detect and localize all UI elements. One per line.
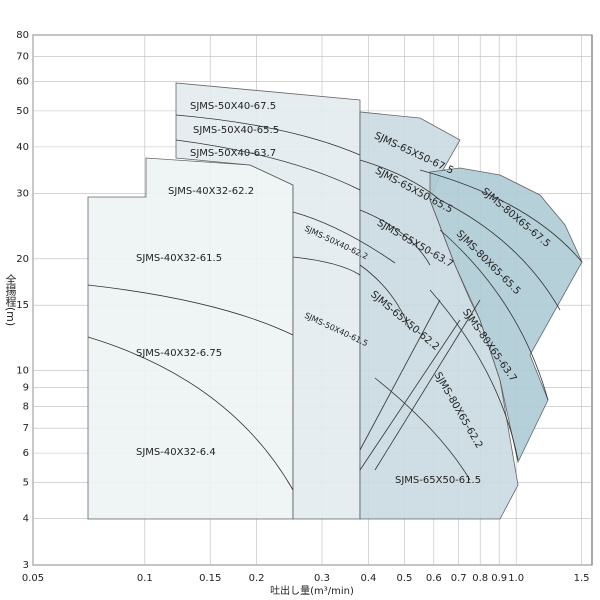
y-tick-label: 50 — [16, 106, 29, 117]
y-tick-label: 15 — [16, 300, 29, 311]
y-tick-label: 5 — [23, 478, 29, 489]
x-tick-label: 1.0 — [508, 573, 524, 584]
curve — [439, 199, 561, 311]
model-label: SJMS-50X40-63.7 — [190, 148, 276, 159]
x-tick-label: 0.8 — [472, 573, 488, 584]
y-tick-label: 30 — [16, 188, 29, 199]
curve — [359, 299, 441, 451]
curve — [175, 114, 361, 156]
model-label: SJMS-40X32-6.75 — [136, 348, 222, 359]
region-40x32 — [87, 157, 294, 520]
x-tick-label: 1.5 — [574, 573, 590, 584]
region-80x65 — [429, 167, 583, 464]
y-tick-label: 70 — [16, 52, 29, 63]
curve — [359, 209, 431, 266]
curve — [87, 284, 294, 336]
curves — [87, 114, 583, 491]
y-tick-label: 8 — [23, 402, 29, 413]
x-tick-label: 0.9 — [491, 573, 507, 584]
x-tick-label: 0.4 — [360, 573, 376, 584]
model-label: SJMS-40X32-61.5 — [136, 253, 222, 264]
x-tick-label: 0.6 — [426, 573, 442, 584]
curve — [87, 336, 294, 491]
curve — [374, 377, 471, 481]
region-50x40 — [175, 82, 361, 520]
curve — [175, 139, 361, 191]
curve — [359, 264, 411, 331]
y-tick-label: 3 — [23, 560, 29, 571]
curve — [292, 211, 396, 264]
model-label: SJMS-50X40-67.5 — [190, 101, 276, 112]
curve — [429, 289, 519, 461]
y-axis-label: 全揚程(m) — [4, 273, 17, 327]
model-label: SJMS-40X32-6.4 — [136, 447, 216, 458]
y-tick-label: 80 — [16, 30, 29, 41]
curve — [359, 159, 441, 201]
curve — [419, 169, 583, 263]
y-tick-label: 20 — [16, 254, 29, 265]
model-label: SJMS-65X50-61.5 — [395, 475, 481, 486]
model-label: SJMS-40X32-62.2 — [168, 186, 254, 197]
x-tick-label: 0.05 — [22, 573, 44, 584]
curve — [439, 229, 549, 401]
curve — [374, 299, 481, 471]
y-tick-label: 40 — [16, 142, 29, 153]
x-tick-label: 0.2 — [249, 573, 265, 584]
y-tick-label: 60 — [16, 76, 29, 87]
y-tick-label: 6 — [23, 448, 29, 459]
x-tick-label: 0.1 — [137, 573, 153, 584]
y-tick-label: 9 — [23, 383, 29, 394]
y-tick-label: 7 — [23, 423, 29, 434]
y-tick-label: 10 — [16, 366, 29, 377]
curve — [292, 256, 361, 276]
y-tick-label: 4 — [23, 514, 29, 525]
x-tick-label: 0.5 — [396, 573, 412, 584]
x-tick-label: 0.15 — [199, 573, 221, 584]
x-tick-label: 0.7 — [451, 573, 467, 584]
model-label: SJMS-50X40-65.5 — [193, 125, 279, 136]
curve — [359, 319, 461, 471]
regions — [87, 82, 583, 520]
x-tick-label: 0.3 — [314, 573, 330, 584]
x-axis-label: 吐出し量(m³/min) — [270, 584, 354, 597]
